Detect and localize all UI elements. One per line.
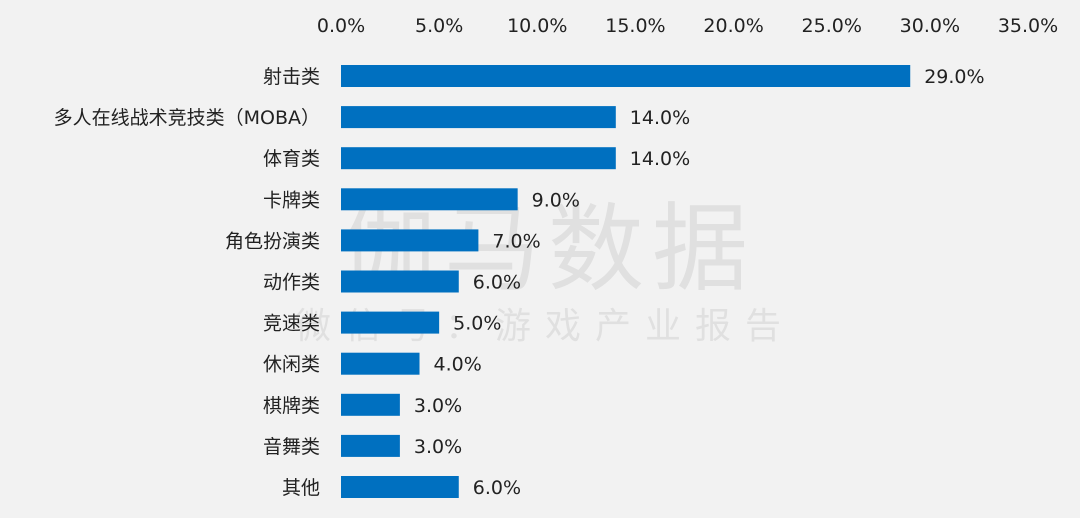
value-label: 6.0%	[473, 477, 521, 499]
x-tick-label: 35.0%	[998, 15, 1058, 37]
value-label: 29.0%	[924, 66, 984, 88]
bar	[341, 434, 400, 457]
value-label: 14.0%	[630, 148, 690, 170]
value-labels: 29.0% 14.0% 14.0% 9.0% 7.0% 6.0% 5.0% 4.0% 3.0% 3…	[414, 66, 985, 499]
x-tick-label: 0.0%	[317, 15, 365, 37]
value-label: 6.0%	[473, 272, 521, 294]
x-tick-label: 10.0%	[507, 15, 567, 37]
category-label: 棋牌类	[263, 395, 320, 417]
category-label: 竞速类	[263, 313, 320, 335]
category-label: 动作类	[263, 272, 320, 294]
x-tick-label: 5.0%	[415, 15, 463, 37]
value-label: 7.0%	[492, 230, 540, 252]
bar	[341, 270, 459, 293]
bar	[341, 65, 911, 87]
value-label: 5.0%	[453, 313, 501, 335]
value-label: 9.0%	[532, 189, 580, 211]
x-axis-ticks: 0.0% 5.0% 10.0% 15.0% 20.0% 25.0% 30.0% 35.0%	[317, 15, 1058, 37]
category-label: 角色扮演类	[225, 230, 320, 252]
category-label: 音舞类	[263, 436, 320, 458]
bar	[341, 229, 479, 252]
category-label: 多人在线战术竞技类（MOBA）	[54, 107, 320, 129]
category-label: 休闲类	[263, 354, 320, 376]
category-label: 其他	[282, 477, 320, 499]
bar	[341, 352, 420, 375]
category-label: 射击类	[263, 66, 320, 88]
category-label: 卡牌类	[263, 189, 320, 211]
x-tick-label: 25.0%	[802, 15, 862, 37]
bar	[341, 476, 459, 498]
x-tick-label: 15.0%	[605, 15, 665, 37]
bar	[341, 393, 400, 416]
bar	[341, 147, 616, 170]
bars	[341, 65, 911, 498]
value-label: 3.0%	[414, 436, 462, 458]
bar	[341, 188, 518, 211]
value-label: 3.0%	[414, 395, 462, 417]
x-tick-label: 30.0%	[900, 15, 960, 37]
value-label: 14.0%	[630, 107, 690, 129]
value-label: 4.0%	[434, 354, 482, 376]
bar	[341, 106, 616, 129]
bar	[341, 311, 440, 334]
category-label: 体育类	[263, 148, 320, 170]
x-tick-label: 20.0%	[703, 15, 763, 37]
